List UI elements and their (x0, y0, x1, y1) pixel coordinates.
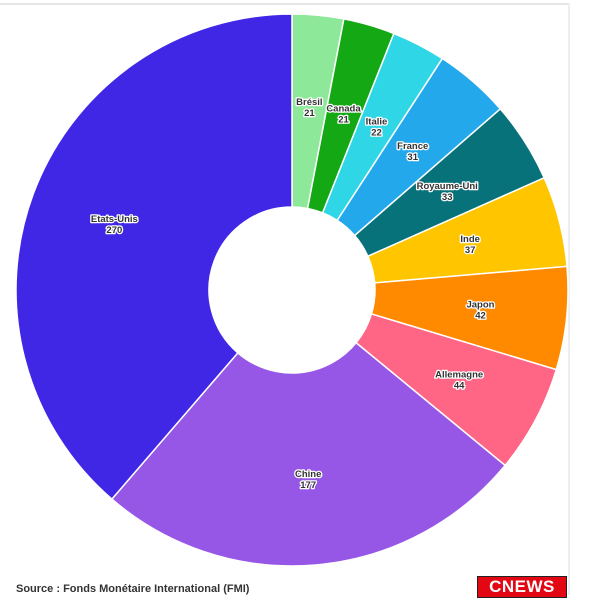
slice-label-france: France (397, 141, 428, 152)
slice-label-italie: Italie (366, 117, 388, 128)
slice-label-japon: Japon (466, 300, 494, 311)
top-divider (0, 3, 568, 5)
slice-value-etats-unis: 270 (106, 225, 122, 236)
cnews-logo: CNEWS (477, 576, 567, 598)
slice-label-etats-unis: Etats-Unis (91, 214, 138, 225)
side-divider (568, 3, 570, 595)
slice-value-bresil: 21 (304, 108, 315, 119)
slice-value-inde: 37 (465, 245, 476, 256)
logo-text: CNEWS (489, 577, 555, 596)
slice-label-inde: Inde (460, 234, 480, 245)
slice-value-france: 31 (407, 152, 418, 163)
chart-slices (15, 13, 569, 567)
slice-value-italie: 22 (371, 128, 382, 139)
slice-label-chine: Chine (295, 469, 321, 480)
slice-label-allemagne: Allemagne (435, 369, 483, 380)
source-note: Source : Fonds Monétaire International (… (16, 583, 250, 595)
slice-etats-unis (15, 13, 293, 501)
slice-value-canada: 21 (338, 114, 349, 125)
slice-value-allemagne: 44 (454, 380, 465, 391)
slice-label-canada: Canada (326, 103, 361, 114)
slice-value-japon: 42 (475, 311, 486, 322)
slice-value-chine: 177 (300, 480, 316, 491)
slice-value-royaume-uni: 33 (442, 192, 453, 203)
slice-label-royaume-uni: Royaume-Uni (417, 181, 478, 192)
slice-chine (110, 341, 507, 567)
slice-label-bresil: Brésil (296, 97, 322, 108)
